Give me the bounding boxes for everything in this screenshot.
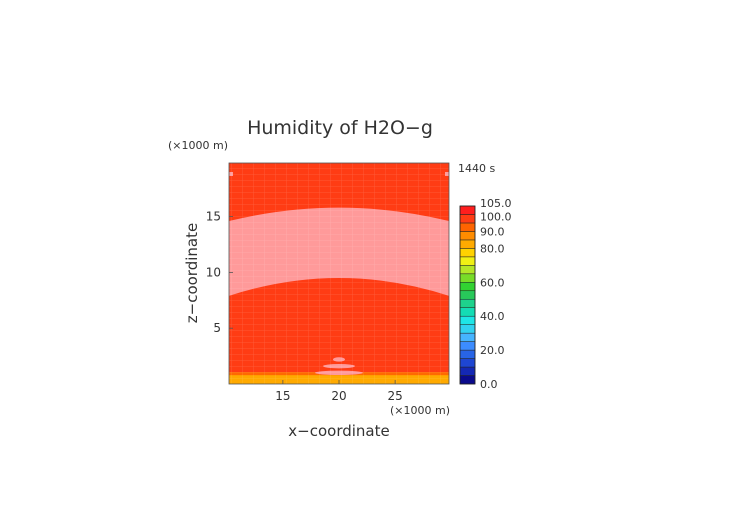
y-tick-label: 10 — [206, 265, 221, 279]
y-axis: 5 10 15 — [206, 210, 233, 335]
colorbar-band — [459, 315, 476, 325]
colorbar-band — [459, 332, 476, 342]
colorbar-band — [459, 222, 476, 232]
chart-title: Humidity of H2O−g — [247, 117, 433, 139]
colorbar-band — [459, 231, 476, 241]
z-unit-label: (×1000 m) — [168, 139, 228, 152]
y-tick-label: 15 — [206, 210, 221, 224]
x-tick-label: 25 — [387, 389, 402, 403]
colorbar-band — [459, 358, 476, 368]
colorbar-frame — [459, 205, 476, 385]
colorbar-band — [459, 214, 476, 224]
colorbar-band — [459, 248, 476, 258]
colorbar-band — [459, 375, 476, 385]
x-tick-label: 15 — [275, 389, 290, 403]
x-axis-label: x−coordinate — [288, 422, 389, 440]
colorbar-band — [459, 307, 476, 317]
colorbar-band — [459, 341, 476, 351]
colorbar-band — [459, 256, 476, 266]
x-tick-label: 20 — [331, 389, 346, 403]
y-tick-label: 5 — [213, 321, 221, 335]
colorbar-band — [459, 273, 476, 283]
colorbar-tick-label: 20.0 — [480, 344, 505, 357]
y-axis-label: z−coordinate — [183, 223, 201, 323]
colorbar-band — [459, 282, 476, 292]
colorbar-band — [459, 298, 476, 308]
colorbar-tick-label: 60.0 — [480, 276, 505, 289]
colorbar-band — [459, 290, 476, 300]
plot-area — [229, 163, 449, 384]
colorbar-band — [459, 205, 476, 215]
time-label: 1440 s — [458, 162, 495, 175]
colorbar-tick-label: 40.0 — [480, 310, 505, 323]
grid-overlay — [229, 163, 449, 384]
colorbar-tick-label: 100.0 — [480, 210, 512, 223]
colorbar-band — [459, 366, 476, 376]
x-unit-label: (×1000 m) — [390, 404, 450, 417]
colorbar-band — [459, 324, 476, 334]
colorbar-band — [459, 349, 476, 359]
colorbar-band — [459, 265, 476, 275]
colorbar-tick-label: 80.0 — [480, 242, 505, 255]
colorbar-tick-label: 90.0 — [480, 225, 505, 238]
colorbar-tick-label: 0.0 — [480, 378, 498, 391]
x-axis: 15 20 25 — [275, 380, 403, 403]
colorbar-band — [459, 239, 476, 249]
colorbar-tick-label: 105.0 — [480, 197, 512, 210]
